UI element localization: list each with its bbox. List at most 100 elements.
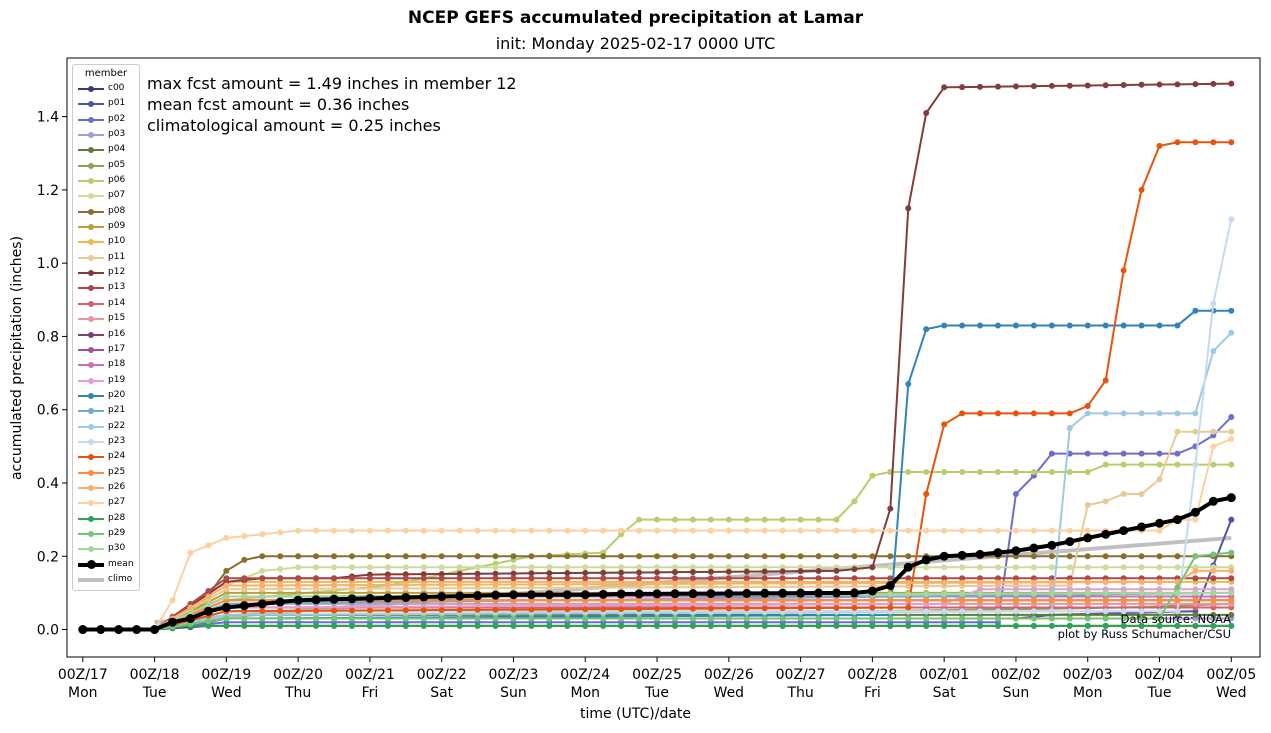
- point-p13: [295, 575, 302, 582]
- point-p20: [977, 322, 984, 329]
- point-p11: [1084, 501, 1091, 508]
- point-p26: [348, 582, 355, 589]
- point-p20: [941, 322, 948, 329]
- point-p25: [725, 597, 732, 604]
- point-mean: [383, 593, 393, 603]
- point-p26: [546, 581, 553, 588]
- point-p24: [1084, 403, 1091, 410]
- point-p20: [1228, 307, 1235, 314]
- point-p29: [869, 615, 876, 622]
- point-p27: [1156, 527, 1163, 534]
- point-p30: [994, 590, 1001, 597]
- point-p28: [941, 622, 948, 629]
- point-p24: [259, 608, 266, 615]
- point-p24: [1120, 267, 1127, 274]
- point-p07: [1156, 564, 1163, 571]
- point-p27: [384, 527, 391, 534]
- point-p24: [331, 607, 338, 614]
- point-p06: [977, 468, 984, 475]
- point-mean: [293, 595, 303, 605]
- point-p26: [528, 581, 535, 588]
- point-p24: [420, 607, 427, 614]
- point-p07: [528, 564, 535, 571]
- point-p13: [671, 575, 678, 582]
- legend-marker: [88, 469, 94, 476]
- point-p13: [977, 575, 984, 582]
- legend-marker: [88, 193, 94, 200]
- point-p30: [241, 593, 248, 600]
- legend-marker: [88, 500, 94, 507]
- point-p28: [671, 622, 678, 629]
- point-p28: [295, 622, 302, 629]
- point-mean: [203, 606, 213, 616]
- point-p29: [618, 615, 625, 622]
- point-p24: [761, 605, 768, 612]
- point-p13: [725, 575, 732, 582]
- point-p13: [1228, 575, 1235, 582]
- credits: Data source: NOAA plot by Russ Schumache…: [1058, 612, 1231, 642]
- point-p12: [1192, 81, 1199, 88]
- point-p24: [348, 607, 355, 614]
- point-p24: [994, 410, 1001, 417]
- y-tick-label: 1.0: [37, 256, 59, 272]
- legend-label: p18: [108, 359, 126, 370]
- point-mean: [867, 586, 877, 596]
- point-p27: [402, 527, 409, 534]
- point-p07: [887, 564, 894, 571]
- point-p13: [600, 575, 607, 582]
- point-p28: [994, 622, 1001, 629]
- legend-item-p21: p21: [73, 403, 139, 418]
- point-mean: [670, 589, 680, 599]
- point-p13: [654, 575, 661, 582]
- point-p28: [205, 622, 212, 629]
- point-p24: [636, 605, 643, 612]
- point-p25: [636, 597, 643, 604]
- point-p24: [1048, 410, 1055, 417]
- point-p12: [994, 83, 1001, 90]
- point-p23: [941, 608, 948, 615]
- x-tick-label: 00Z/22: [417, 667, 467, 683]
- point-p08: [474, 553, 481, 560]
- point-p28: [707, 622, 714, 629]
- point-p07: [420, 564, 427, 571]
- point-p11: [1228, 428, 1235, 435]
- point-p08: [528, 553, 535, 560]
- legend-label: p08: [108, 205, 126, 216]
- point-p29: [277, 615, 284, 622]
- point-p26: [689, 580, 696, 587]
- point-p13: [1048, 575, 1055, 582]
- point-p26: [277, 582, 284, 589]
- point-mean: [885, 581, 895, 591]
- point-p02: [1084, 450, 1091, 457]
- point-p13: [994, 575, 1001, 582]
- point-p02: [1138, 450, 1145, 457]
- point-p07: [1012, 564, 1019, 571]
- point-p12: [923, 109, 930, 116]
- point-p29: [636, 615, 643, 622]
- point-p28: [456, 622, 463, 629]
- point-p19: [1030, 586, 1037, 593]
- point-p29: [438, 615, 445, 622]
- point-p07: [1102, 564, 1109, 571]
- point-p08: [366, 553, 373, 560]
- data-source-text: Data source: NOAA: [1120, 612, 1231, 626]
- point-p12: [977, 83, 984, 90]
- point-mean: [814, 588, 824, 598]
- point-p28: [1138, 622, 1145, 629]
- legend-label: p14: [108, 297, 126, 308]
- point-p12: [851, 566, 858, 573]
- legend-item-p28: p28: [73, 511, 139, 526]
- point-p06: [833, 516, 840, 523]
- point-p28: [259, 622, 266, 629]
- point-p28: [546, 622, 553, 629]
- point-p11: [1174, 428, 1181, 435]
- point-p24: [564, 606, 571, 613]
- point-p26: [725, 580, 732, 587]
- point-mean: [706, 589, 716, 599]
- point-p13: [815, 575, 822, 582]
- point-p28: [384, 622, 391, 629]
- point-p08: [689, 553, 696, 560]
- point-p24: [313, 607, 320, 614]
- x-tick-day-label: Wed: [211, 685, 242, 701]
- point-p22: [1156, 410, 1163, 417]
